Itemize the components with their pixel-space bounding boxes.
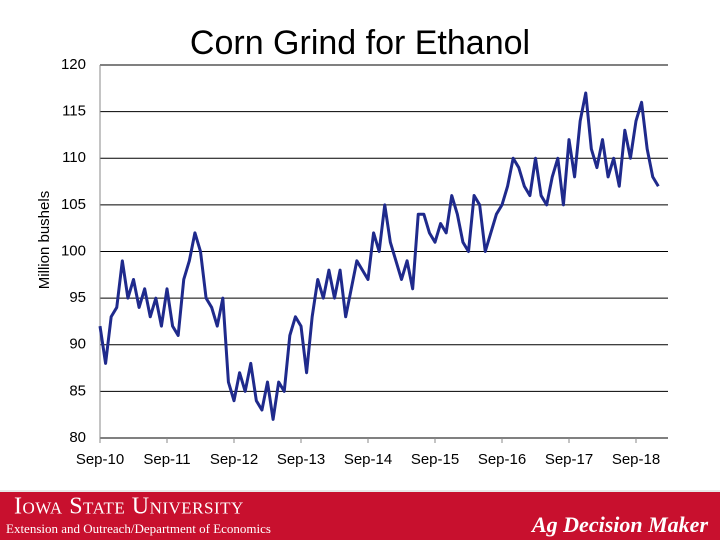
y-tick-label: 120 [61,56,86,73]
y-tick-label: 85 [69,382,86,399]
x-tick-label: Sep-17 [545,451,593,468]
x-tick-label: Sep-16 [478,451,526,468]
y-tick-label: 90 [69,336,86,353]
x-tick-label: Sep-14 [344,451,392,468]
data-line [98,91,660,421]
footer-bar [0,492,720,540]
y-tick-label: 100 [61,242,86,259]
y-tick-label: 80 [69,429,86,446]
x-tick-label: Sep-15 [411,451,459,468]
plot-area: 80 85 90 95 100 105 110 115 120 Sep-10 Sep-11 Sep-1… [61,56,668,468]
university-name: Iowa State University [14,494,244,520]
department-text: Extension and Outreach/Department of Eco… [6,521,271,536]
x-tick-label: Sep-18 [612,451,660,468]
y-tick-label: 95 [69,289,86,306]
y-tick-label: 105 [61,196,86,213]
y-tick-label: 110 [62,149,86,166]
chart-title: Corn Grind for Ethanol [190,24,530,62]
brand-text: Ag Decision Maker [530,512,708,537]
y-tick-label: 115 [62,103,86,120]
y-axis-label: Million bushels [36,191,53,289]
x-tick-label: Sep-11 [143,451,190,468]
x-tick-label: Sep-13 [277,451,325,468]
x-tick-label: Sep-12 [210,451,258,468]
x-tick-label: Sep-10 [76,451,124,468]
